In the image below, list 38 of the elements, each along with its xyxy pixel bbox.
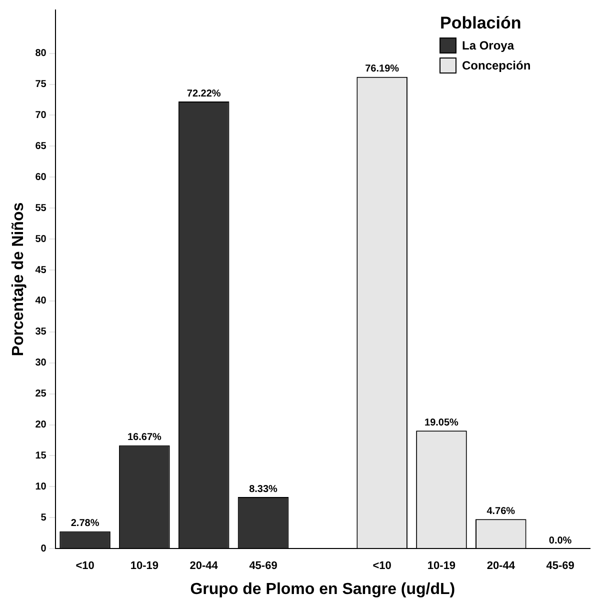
- y-tick-label: 45: [35, 264, 47, 276]
- y-tick-label: 75: [35, 79, 47, 90]
- x-tick-label: 20-44: [486, 560, 516, 572]
- legend-label: La Oroya: [462, 38, 514, 52]
- y-tick-label: 80: [35, 48, 47, 60]
- data-label: 72.22%: [186, 88, 221, 100]
- y-tick-label: 65: [35, 140, 47, 152]
- y-tick-label: 0: [40, 543, 47, 554]
- legend-title: Población: [440, 14, 522, 33]
- y-tick-label: 10: [35, 481, 47, 492]
- x-tick-label: 20-44: [190, 560, 219, 572]
- x-axis-title: Grupo de Plomo en Sangre (ug/dL): [190, 580, 456, 598]
- y-tick-label: 60: [35, 172, 47, 183]
- y-tick-label: 25: [35, 388, 47, 400]
- y-tick-label: 30: [35, 358, 47, 369]
- y-tick-label: 50: [35, 234, 47, 245]
- y-tick-label: 40: [35, 296, 47, 307]
- y-tick-label: 55: [35, 202, 47, 214]
- data-label: 16.67%: [127, 432, 162, 444]
- x-tick-label: <10: [76, 560, 94, 572]
- y-tick-label: 35: [35, 326, 47, 338]
- y-axis-title: Porcentaje de Niños: [10, 202, 28, 356]
- data-label: 2.78%: [70, 518, 100, 530]
- x-tick-label: 45-69: [249, 560, 278, 572]
- y-tick-label: 5: [40, 512, 47, 524]
- y-tick-label: 70: [35, 110, 47, 121]
- y-tick-label: 15: [35, 450, 47, 462]
- data-label: 8.33%: [249, 484, 278, 495]
- x-tick-label: <10: [372, 560, 392, 572]
- data-label: 19.05%: [424, 417, 459, 428]
- y-tick-label: 20: [35, 420, 47, 431]
- x-tick-label: 45-69: [546, 560, 574, 572]
- data-label: 0.0%: [548, 535, 572, 546]
- x-tick-label: 10-19: [427, 560, 456, 572]
- x-tick-label: 10-19: [130, 560, 159, 572]
- data-label: 4.76%: [486, 506, 516, 517]
- data-label: 76.19%: [365, 64, 400, 75]
- legend-label: Concepción: [462, 58, 531, 72]
